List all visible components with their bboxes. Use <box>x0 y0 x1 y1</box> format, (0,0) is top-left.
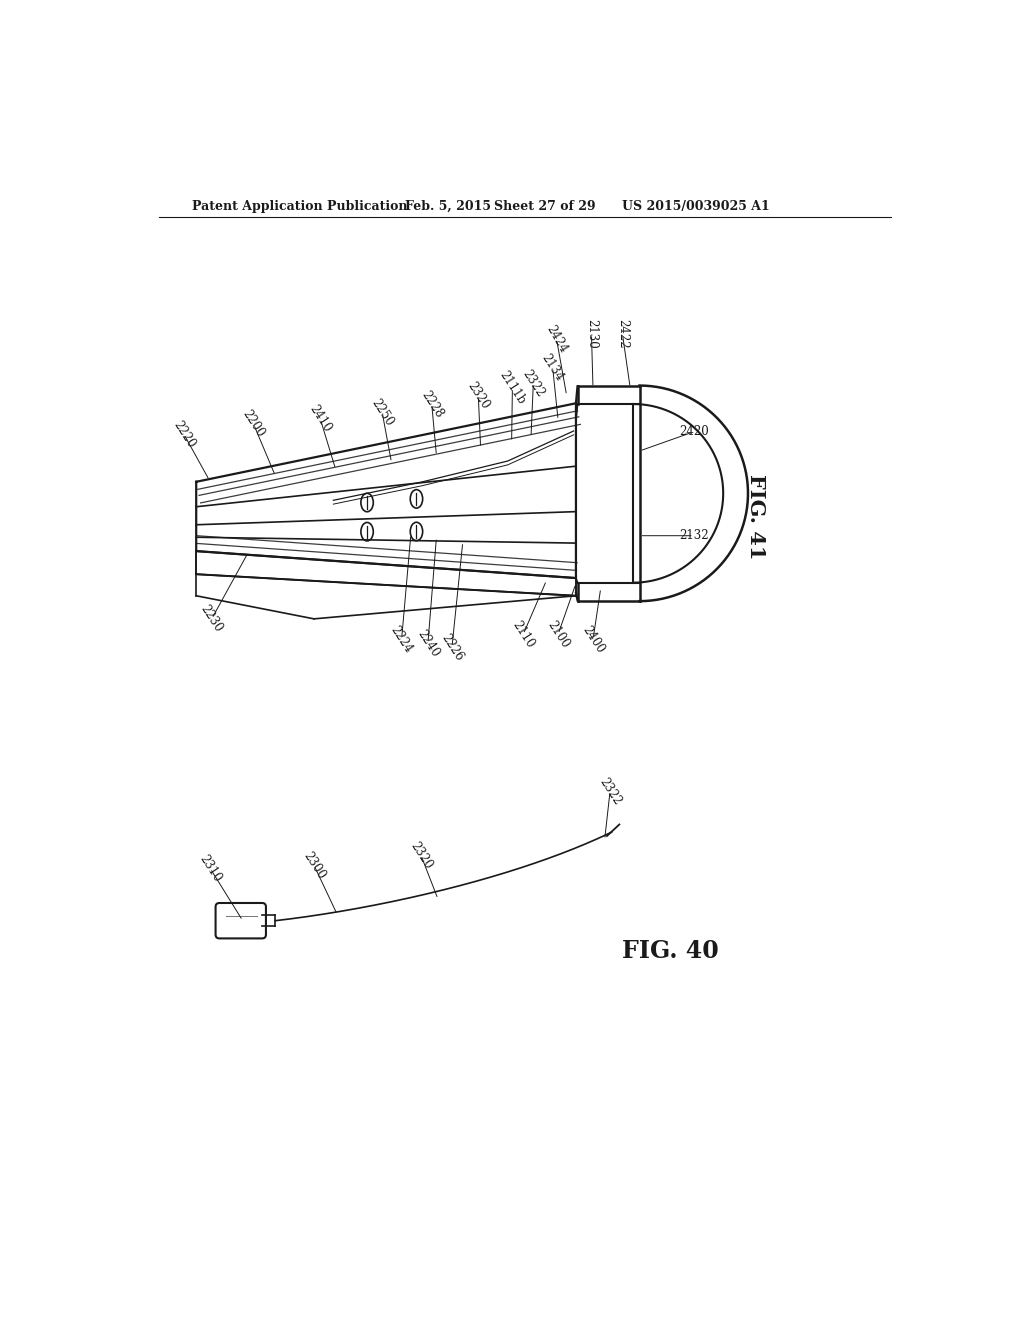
Text: 2300: 2300 <box>300 849 328 882</box>
Text: 2132: 2132 <box>679 529 709 543</box>
FancyBboxPatch shape <box>216 903 266 939</box>
Text: 2410: 2410 <box>306 403 334 434</box>
Text: 2228: 2228 <box>419 389 445 421</box>
Text: 2322: 2322 <box>520 367 547 399</box>
Text: 2250: 2250 <box>369 396 395 429</box>
Text: FIG. 41: FIG. 41 <box>745 474 766 560</box>
Text: 2100: 2100 <box>545 618 571 651</box>
Text: 2424: 2424 <box>544 323 569 355</box>
Text: 2134: 2134 <box>540 352 566 384</box>
Text: 2422: 2422 <box>616 319 629 348</box>
Text: 2420: 2420 <box>679 425 709 438</box>
Text: 2111b: 2111b <box>497 368 528 407</box>
Text: 2200: 2200 <box>240 408 267 440</box>
Text: Feb. 5, 2015: Feb. 5, 2015 <box>406 199 492 213</box>
Text: US 2015/0039025 A1: US 2015/0039025 A1 <box>623 199 770 213</box>
Text: 2220: 2220 <box>170 418 198 450</box>
Text: Patent Application Publication: Patent Application Publication <box>191 199 408 213</box>
Text: 2310: 2310 <box>197 853 223 884</box>
Text: 2130: 2130 <box>585 319 598 348</box>
Text: 2240: 2240 <box>415 627 441 660</box>
Text: 2320: 2320 <box>465 380 492 412</box>
Text: 2322: 2322 <box>597 775 624 808</box>
Text: 2224: 2224 <box>388 623 415 656</box>
Text: 2110: 2110 <box>510 618 537 651</box>
Text: 2400: 2400 <box>580 623 606 656</box>
Text: Sheet 27 of 29: Sheet 27 of 29 <box>494 199 595 213</box>
Text: 2320: 2320 <box>408 840 434 871</box>
Text: 2226: 2226 <box>438 631 466 664</box>
Text: FIG. 40: FIG. 40 <box>623 940 719 964</box>
Text: 2230: 2230 <box>199 603 225 635</box>
